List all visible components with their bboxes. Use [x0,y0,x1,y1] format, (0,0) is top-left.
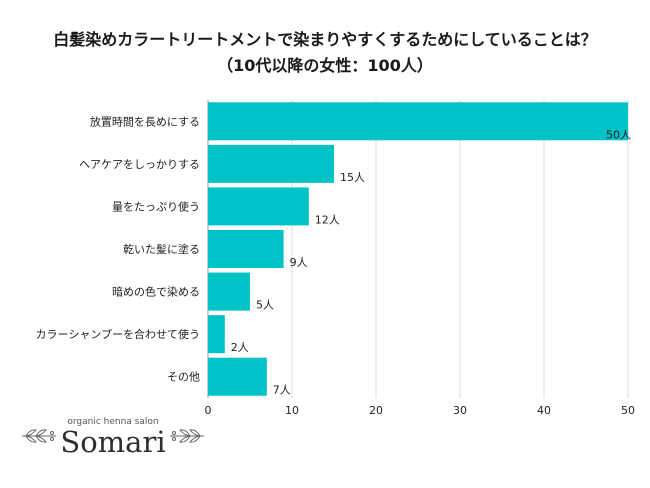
chart-title-line-2: （10代以降の女性：100人） [217,56,433,75]
x-tick-label: 40 [537,404,551,417]
category-label: その他 [167,371,200,384]
bar [208,187,309,226]
right-leaf-ornament-icon [170,429,204,443]
value-label: 2人 [231,341,249,354]
left-leaf-ornament-icon [22,429,56,443]
value-label: 15人 [340,171,365,184]
value-label: 7人 [273,384,291,397]
category-label: カラーシャンプーを合わせて使う [36,327,200,341]
value-label: 12人 [315,213,340,226]
category-label: 放置時間を長めにする [90,114,200,128]
bar [208,315,225,354]
bar [208,230,284,268]
value-label: 9人 [290,256,308,269]
bars [208,102,628,396]
x-tick-label: 30 [453,404,467,417]
bar [208,102,628,141]
logo-name: Somari [60,425,165,459]
value-label: 5人 [256,299,274,312]
category-label: 暗めの色で染める [112,285,200,299]
category-label: ヘアケアをしっかりする [79,158,200,171]
bar [208,272,250,311]
value-label: 50人 [606,128,631,141]
chart-title-line-1: 白髪染めカラートリートメントで染まりやすくするためにしていることは？ [53,30,597,49]
x-tick-label: 20 [369,404,383,417]
x-tick-label: 10 [285,404,299,417]
bar [208,357,267,396]
category-label: 量をたっぷり使う [112,200,200,213]
x-tick-label: 0 [205,404,212,417]
x-tick-label: 50 [621,404,635,417]
logo-tagline: organic henna salon [67,417,158,427]
bar [208,144,334,183]
somari-logo: organic henna salon Somari [22,417,204,459]
category-label: 乾いた髪に塗る [123,242,200,256]
